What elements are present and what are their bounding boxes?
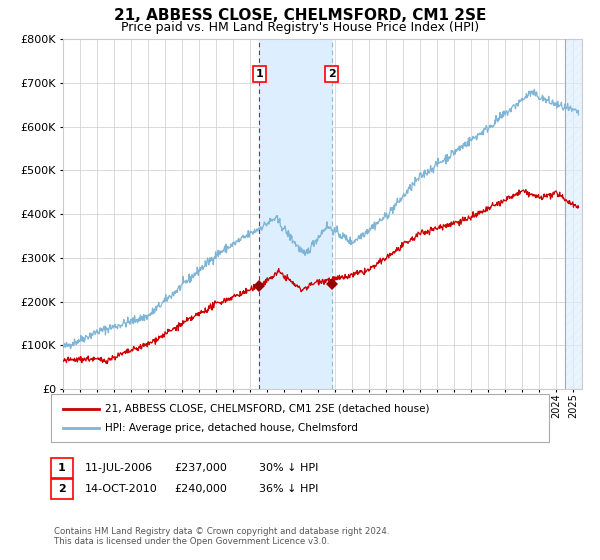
- Text: 21, ABBESS CLOSE, CHELMSFORD, CM1 2SE: 21, ABBESS CLOSE, CHELMSFORD, CM1 2SE: [114, 8, 486, 24]
- Text: Contains HM Land Registry data © Crown copyright and database right 2024.
This d: Contains HM Land Registry data © Crown c…: [54, 526, 389, 546]
- Text: 11-JUL-2006: 11-JUL-2006: [85, 463, 153, 473]
- Bar: [259, 39, 332, 389]
- Text: 2: 2: [58, 484, 65, 494]
- Text: 1: 1: [256, 69, 263, 79]
- Text: £237,000: £237,000: [175, 463, 227, 473]
- Text: £240,000: £240,000: [175, 484, 227, 494]
- Text: 30% ↓ HPI: 30% ↓ HPI: [259, 463, 318, 473]
- Bar: [565, 39, 582, 389]
- Text: Price paid vs. HM Land Registry's House Price Index (HPI): Price paid vs. HM Land Registry's House …: [121, 21, 479, 34]
- Text: 36% ↓ HPI: 36% ↓ HPI: [259, 484, 318, 494]
- Text: 1: 1: [58, 463, 65, 473]
- Text: HPI: Average price, detached house, Chelmsford: HPI: Average price, detached house, Chel…: [105, 423, 358, 433]
- Text: 21, ABBESS CLOSE, CHELMSFORD, CM1 2SE (detached house): 21, ABBESS CLOSE, CHELMSFORD, CM1 2SE (d…: [105, 404, 430, 414]
- Text: 2: 2: [328, 69, 335, 79]
- Text: 14-OCT-2010: 14-OCT-2010: [85, 484, 157, 494]
